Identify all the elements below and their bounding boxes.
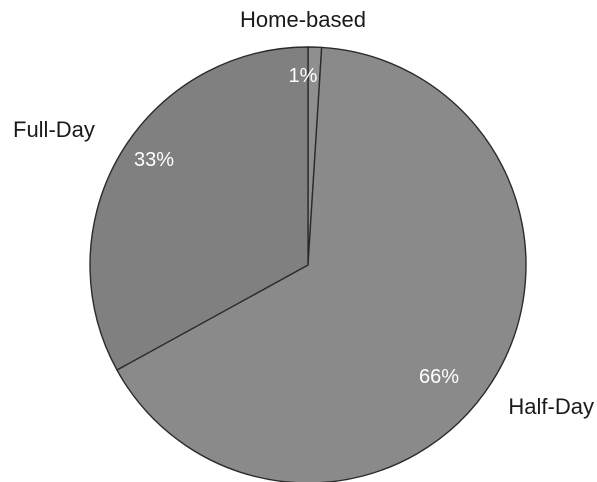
- category-label-half-day: Half-Day: [508, 394, 594, 419]
- category-label-home-based: Home-based: [240, 7, 366, 32]
- value-label-half-day: 66%: [419, 366, 459, 388]
- value-label-full-day: 33%: [134, 149, 174, 171]
- pie-slice-full-day: [89, 46, 309, 371]
- value-label-home-based: 1%: [289, 65, 318, 87]
- pie-slices: [89, 46, 527, 482]
- category-label-full-day: Full-Day: [13, 117, 95, 142]
- pie-slice-half-day: [116, 46, 527, 482]
